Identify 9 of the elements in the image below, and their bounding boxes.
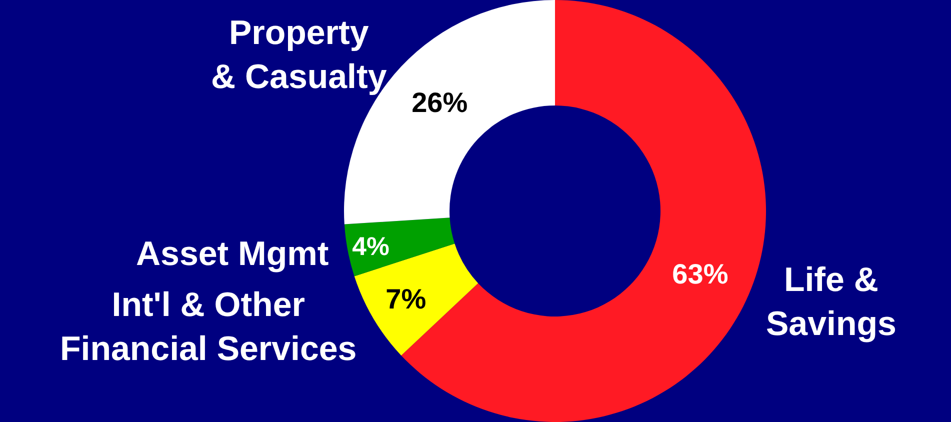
data-label: 26% [412,87,468,118]
data-label: 63% [672,258,728,290]
donut-slice [344,218,455,276]
slice-label: Life & Savings [766,261,896,344]
slice-label: Int'l & Other Financial Services [60,286,357,368]
data-label: 7% [386,284,426,315]
slice-label: Asset Mgmt [136,235,329,273]
data-label: 4% [352,232,390,261]
slice-label: Property & Casualty [211,14,387,96]
